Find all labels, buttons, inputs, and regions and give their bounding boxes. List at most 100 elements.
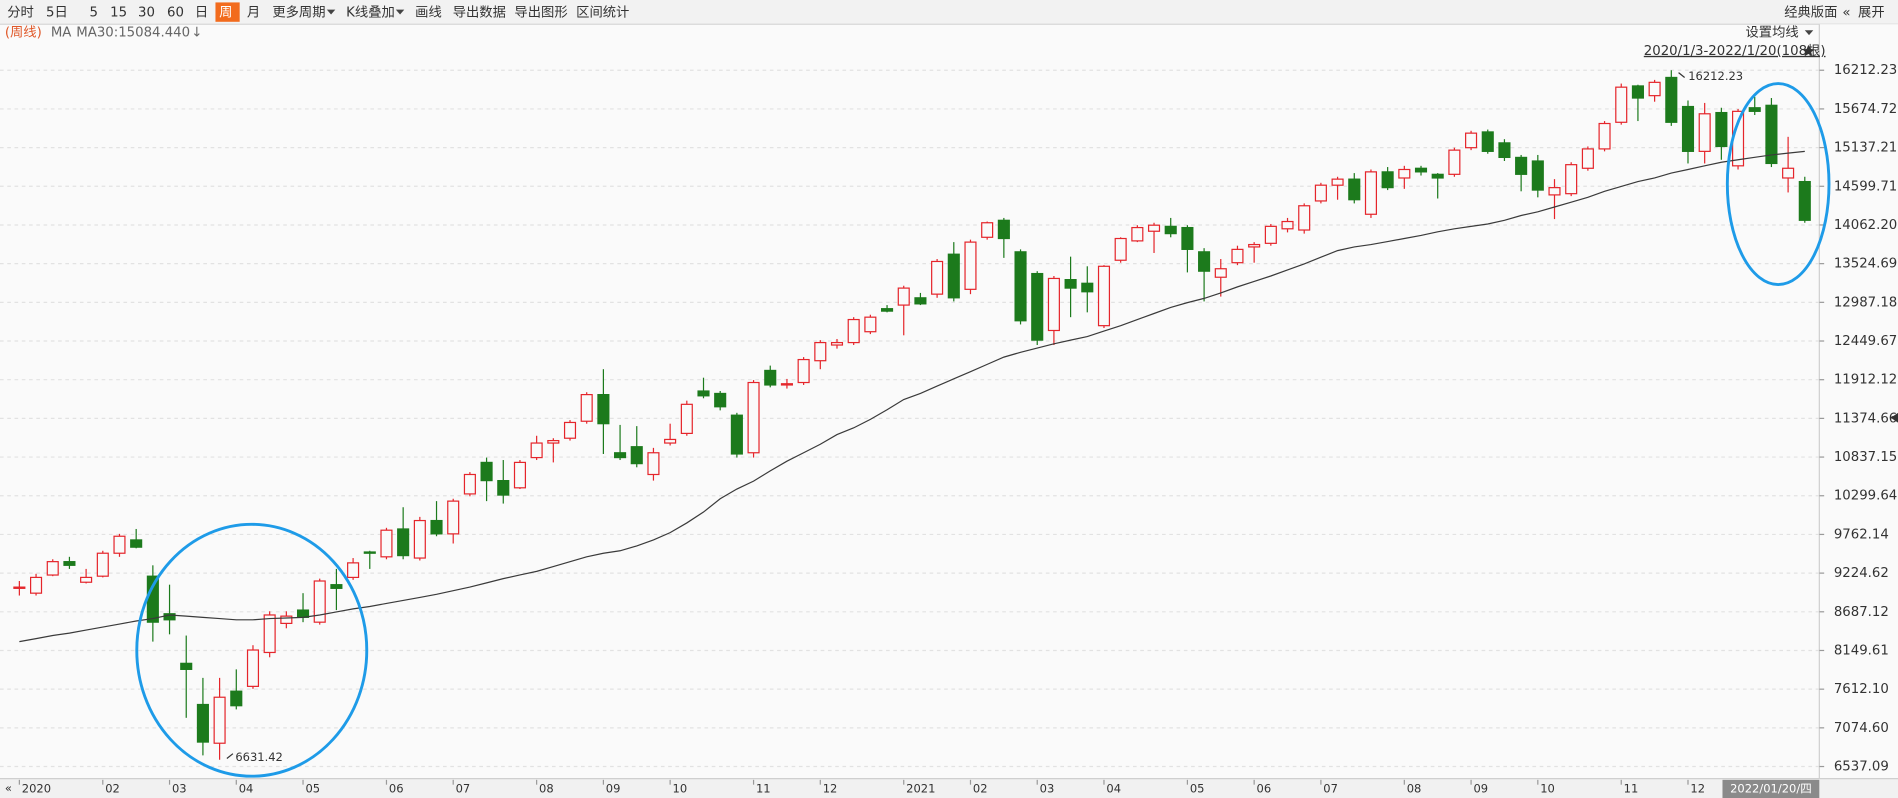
x-tick-label: 11 (1624, 781, 1639, 795)
range-label[interactable]: 2020/1/3-2022/1/20(108根) (1644, 43, 1826, 59)
candle-body (196, 703, 209, 743)
candle-body (497, 480, 510, 496)
candle-body (580, 394, 593, 422)
period-button[interactable]: 分时 (7, 5, 34, 21)
candle-body (1748, 107, 1761, 112)
period-button[interactable]: 区间统计 (576, 5, 629, 21)
grid: 16212.23 15674.72 15137.21 14599.71 14062.20… (0, 63, 1897, 795)
candle-body (1398, 168, 1411, 179)
ma-settings[interactable]: 设置均线 (1745, 25, 1798, 41)
period-button[interactable]: 导出数据 (453, 5, 506, 21)
period-button[interactable]: 日 (195, 6, 208, 21)
candle-body (914, 297, 927, 305)
candle-body (1281, 220, 1294, 230)
period-label: (周线) (5, 25, 42, 41)
candle-body (1364, 171, 1378, 215)
x-tick-label: 05 (1190, 781, 1205, 795)
min-label: 6631.42 (235, 750, 283, 764)
candle-body (864, 316, 877, 333)
candle-body (1231, 248, 1244, 264)
candle-body (213, 696, 226, 744)
toolbar-button[interactable]: « (1842, 6, 1850, 21)
y-tick-label: 10299.64 (1834, 489, 1897, 504)
candle-body (1448, 149, 1461, 175)
period-button[interactable]: 5 (90, 6, 98, 21)
candle-body (1348, 178, 1361, 201)
cursor-label: 2022/01/20/四 (1730, 781, 1812, 795)
candle-body (1097, 265, 1111, 327)
candle-body (313, 580, 326, 623)
candle-body (530, 442, 543, 459)
candle-body (1698, 113, 1711, 152)
y-tick-label: 6537.09 (1834, 760, 1889, 775)
period-button[interactable]: 5日 (46, 6, 68, 21)
active-period-bg (215, 2, 240, 22)
x-tick-label: 03 (1040, 781, 1055, 795)
period-button[interactable]: 周 (219, 6, 232, 21)
x-tick-label: 02 (105, 781, 120, 795)
y-tick-label: 14062.20 (1834, 218, 1897, 233)
max-pointer (1678, 72, 1685, 78)
candle-body (1782, 167, 1795, 179)
period-button[interactable]: 15 (110, 6, 127, 21)
x-tick-label: 10 (673, 781, 688, 795)
y-tick-label: 11912.12 (1834, 373, 1897, 388)
price-axis-area (1819, 24, 1898, 779)
x-tick-label: 2020 (22, 781, 51, 795)
candle-body (463, 473, 476, 495)
candle-body (814, 341, 827, 362)
dropdown-icon[interactable] (1804, 30, 1814, 36)
toolbar (0, 0, 1898, 25)
period-button[interactable]: K线叠加 (346, 5, 395, 21)
x-tick-label: 07 (456, 781, 471, 795)
candle-body (664, 438, 677, 444)
candle-body (480, 461, 493, 482)
toolbar-button[interactable]: 经典版面 (1784, 5, 1837, 21)
y-tick-label: 14599.71 (1834, 179, 1897, 194)
period-button[interactable]: 月 (247, 6, 260, 21)
period-button[interactable]: 60 (167, 6, 184, 21)
candle-body (947, 253, 960, 299)
star-icon[interactable] (1802, 44, 1815, 57)
y-tick-label: 12449.67 (1834, 334, 1897, 349)
period-button[interactable]: 更多周期 (272, 4, 325, 21)
highlight-ellipse (135, 522, 369, 778)
candle-body (1615, 86, 1628, 123)
y-tick-label: 15137.21 (1834, 141, 1897, 156)
candle-body (280, 615, 293, 624)
x-tick-label: 04 (239, 781, 254, 795)
candle-body (80, 576, 93, 583)
x-tick-label: 09 (1473, 781, 1488, 795)
x-tick-label: 08 (1407, 781, 1422, 795)
plot: 16212.23 6631.42 (13, 69, 1811, 764)
period-button[interactable]: 画线 (415, 5, 442, 21)
candle-body (1665, 76, 1678, 123)
candle-body (597, 394, 610, 425)
dropdown-icon[interactable] (326, 9, 336, 15)
scroll-left[interactable]: « (5, 781, 12, 795)
x-tick-label: 02 (973, 781, 988, 795)
price-pointer (1890, 412, 1898, 423)
candle-body (1648, 81, 1661, 97)
candle-body (413, 519, 426, 559)
candle-body (847, 318, 860, 344)
ma-arrow: ↓ (191, 26, 202, 41)
y-tick-label: 12987.18 (1834, 295, 1897, 310)
x-tick-label: 06 (1257, 781, 1272, 795)
candle-body (1314, 184, 1327, 202)
candle-body (380, 529, 393, 558)
x-tick-label: 07 (1323, 781, 1338, 795)
x-tick-label: 11 (756, 781, 771, 795)
period-button[interactable]: 30 (138, 6, 155, 21)
candle-body (964, 241, 977, 290)
dropdown-icon[interactable] (395, 9, 405, 15)
period-button[interactable]: 导出图形 (514, 5, 567, 21)
candle-body (347, 562, 360, 579)
y-tick-label: 9224.62 (1834, 566, 1889, 581)
candle-body (1114, 237, 1127, 261)
time-axis-area (0, 778, 1898, 798)
y-tick-label: 9762.14 (1834, 527, 1889, 542)
candle-body (1681, 105, 1695, 152)
toolbar-button[interactable]: 展开 (1858, 6, 1885, 21)
